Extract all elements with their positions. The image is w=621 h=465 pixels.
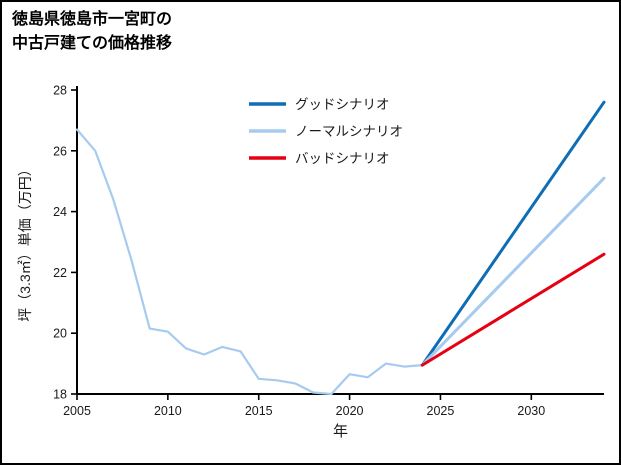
x-axis-label: 年 [333, 423, 348, 440]
y-tick-label: 22 [53, 266, 67, 280]
x-tick-label: 2030 [517, 404, 545, 418]
y-tick-label: 26 [53, 144, 67, 158]
y-tick-label: 24 [53, 205, 67, 219]
chart-title-line1: 徳島県徳島市一宮町の [12, 11, 173, 28]
x-tick-label: 2005 [63, 404, 91, 418]
chart-title-line2: 中古戸建ての価格推移 [12, 35, 173, 52]
y-axis-label: 坪（3.3㎡）単価（万円） [17, 162, 33, 321]
y-tick-label: 18 [53, 388, 67, 402]
series-line-バッドシナリオ [420, 252, 606, 367]
y-tick-label: 20 [53, 327, 67, 341]
legend-label: ノーマルシナリオ [295, 124, 403, 139]
x-tick-label: 2025 [427, 404, 455, 418]
series-line-ノーマルシナリオ [420, 176, 606, 367]
x-tick-label: 2020 [336, 404, 364, 418]
chart-title: 徳島県徳島市一宮町の 中古戸建ての価格推移 [12, 8, 172, 56]
x-tick-label: 2010 [154, 404, 182, 418]
legend-label: バッドシナリオ [295, 151, 390, 166]
series-line-グッドシナリオ [420, 100, 606, 367]
x-tick-label: 2015 [245, 404, 273, 418]
series-line-history [75, 128, 424, 396]
legend-label: グッドシナリオ [295, 97, 390, 112]
y-tick-label: 28 [53, 84, 67, 98]
